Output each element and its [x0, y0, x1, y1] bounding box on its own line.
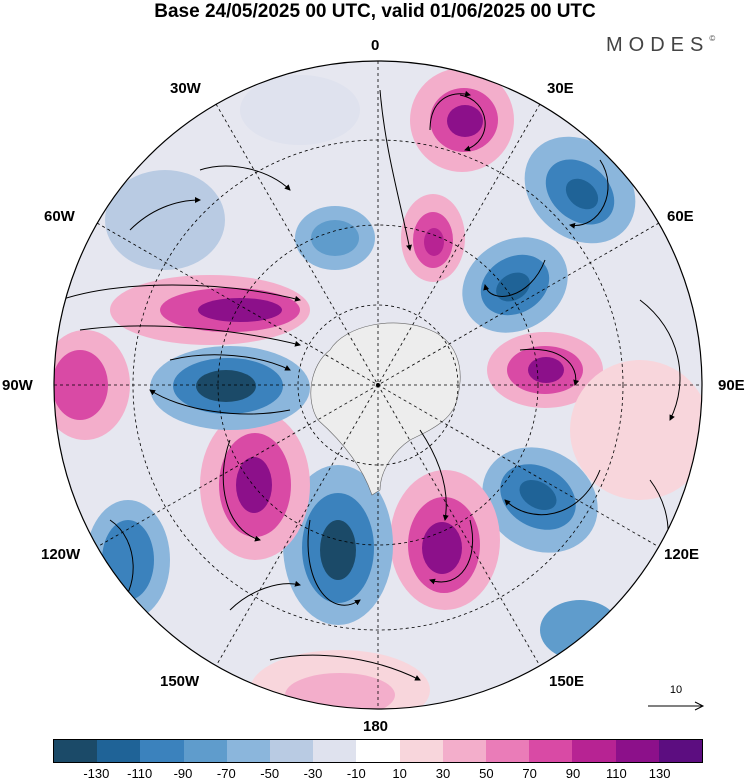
brand-mark: © [709, 34, 716, 43]
colorbar-swatch [658, 740, 703, 762]
colorbar-tick-label: -110 [127, 766, 153, 781]
colorbar-swatch [313, 740, 357, 762]
longitude-label-150e: 150E [549, 673, 585, 690]
colorbar-swatch [442, 740, 487, 762]
colorbar-tick-label: 70 [522, 766, 537, 781]
reference-vector-label: 10 [669, 684, 683, 696]
colorbar-swatch [356, 740, 400, 762]
colorbar-swatch [183, 740, 227, 762]
longitude-label-180: 180 [363, 718, 389, 735]
colorbar-swatch [399, 740, 443, 762]
longitude-label-30w: 30W [170, 80, 201, 97]
colorbar-ticks: -130 -110 -90 -70 -50 -30 -10 10 30 50 70 90 110 130 [53, 766, 703, 783]
brand-logo: MODES© [606, 34, 715, 57]
colorbar-tick-label: -30 [303, 766, 323, 781]
colorbar-tick-label: -10 [346, 766, 366, 781]
longitude-label-60e: 60E [667, 208, 694, 225]
colorbar-tick-label: 10 [392, 766, 407, 781]
longitude-label-0: 0 [371, 37, 380, 54]
colorbar-tick-label: -50 [260, 766, 280, 781]
colorbar-tick-label: 30 [435, 766, 451, 781]
longitude-label-120e: 120E [664, 546, 700, 563]
colorbar-swatch [615, 740, 659, 762]
longitude-label-90w: 90W [2, 377, 33, 394]
colorbar-swatch [486, 740, 530, 762]
colorbar-tick-label: 90 [565, 766, 581, 781]
colorbar-tick-label: 110 [605, 766, 627, 781]
colorbar-tick-label: -130 [83, 766, 110, 781]
map-boundary [53, 60, 703, 710]
colorbar-swatch [270, 740, 314, 762]
reference-arrow-icon [648, 701, 705, 711]
colorbar-swatch [572, 740, 616, 762]
map-title: Base 24/05/2025 00 UTC, valid 01/06/2025… [154, 1, 596, 22]
colorbar-swatch [529, 740, 573, 762]
longitude-label-60w: 60W [44, 208, 75, 225]
longitude-label-120w: 120W [41, 546, 81, 563]
colorbar [53, 739, 703, 763]
brand-name: MODES [606, 34, 710, 56]
colorbar-swatch [97, 740, 141, 762]
south-pole-marker [376, 383, 380, 387]
colorbar-tick-label: -90 [173, 766, 193, 781]
reference-vector: 10 [646, 684, 706, 714]
colorbar-tick-label: -70 [216, 766, 236, 781]
longitude-label-30e: 30E [547, 80, 574, 97]
colorbar-tick-label: 130 [648, 766, 671, 781]
colorbar-swatch [140, 740, 184, 762]
antarctica-landmass [310, 322, 461, 496]
colorbar-tick-label: 50 [479, 766, 494, 781]
colorbar-swatch [54, 740, 98, 762]
colorbar-swatch [226, 740, 271, 762]
longitude-label-90e: 90E [718, 377, 745, 394]
longitude-label-150w: 150W [160, 673, 200, 690]
